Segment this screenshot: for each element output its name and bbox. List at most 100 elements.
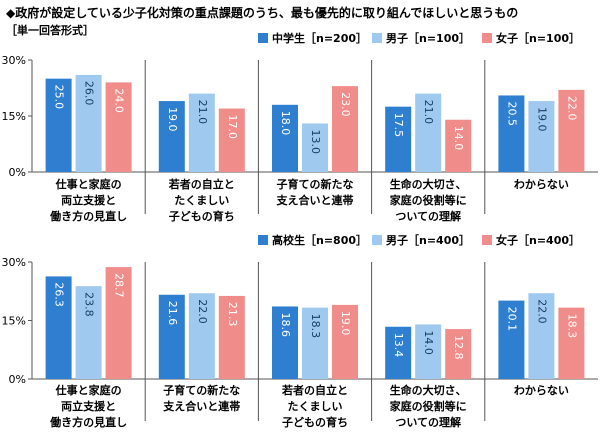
category-label: 生命の大切さ、家庭の役割等についての理解 bbox=[390, 383, 467, 429]
bar-value-label: 13.4 bbox=[392, 333, 405, 358]
category-label-line: 子育ての新たな bbox=[163, 383, 240, 397]
bar bbox=[385, 326, 412, 379]
bar bbox=[188, 293, 215, 379]
bar bbox=[558, 89, 585, 172]
category-label-line: ついての理解 bbox=[395, 415, 461, 429]
category-label-line: 支え合いと連帯 bbox=[276, 193, 354, 207]
bar bbox=[218, 108, 245, 172]
category-label-line: 家庭の役割等に bbox=[390, 399, 467, 413]
bar-value-label: 18.6 bbox=[279, 312, 292, 337]
bar-value-label: 20.5 bbox=[505, 101, 518, 126]
category-label-line: 若者の自立と bbox=[282, 383, 348, 397]
legend-swatch bbox=[258, 33, 268, 43]
bar-value-label: 18.3 bbox=[309, 314, 322, 339]
category-label-line: 働き方の見直し bbox=[49, 209, 127, 223]
bar bbox=[105, 82, 132, 172]
bar bbox=[45, 276, 72, 379]
bar-value-label: 13.0 bbox=[309, 129, 322, 154]
y-tick-label: 0% bbox=[9, 373, 26, 386]
bar bbox=[332, 304, 358, 379]
category-label: 仕事と家庭の両立支援と働き方の見直し bbox=[49, 177, 127, 223]
bar-value-label: 25.0 bbox=[53, 85, 66, 110]
bar-value-label: 22.0 bbox=[535, 299, 548, 324]
bar bbox=[528, 101, 555, 172]
bar-value-label: 17.0 bbox=[226, 115, 239, 139]
bar-value-label: 22.0 bbox=[196, 299, 209, 324]
bar-value-label: 23.8 bbox=[83, 292, 96, 317]
bar-value-label: 26.3 bbox=[53, 282, 66, 307]
legend-label: 男子［n=100］ bbox=[386, 31, 470, 45]
bar bbox=[105, 267, 132, 379]
bar bbox=[558, 307, 585, 379]
bar-value-label: 21.6 bbox=[166, 301, 179, 326]
bar-value-label: 19.0 bbox=[535, 107, 548, 132]
legend-label: 中学生［n=200］ bbox=[272, 31, 367, 45]
bar-value-label: 14.0 bbox=[452, 126, 465, 151]
bar bbox=[158, 101, 185, 172]
bar-value-label: 12.8 bbox=[452, 335, 465, 360]
category-label-line: 両立支援と bbox=[61, 399, 116, 413]
legend-swatch bbox=[372, 33, 382, 43]
legend-label: 女子［n=100］ bbox=[496, 31, 580, 45]
category-label-line: 働き方の見直し bbox=[49, 415, 127, 429]
bar bbox=[498, 300, 525, 379]
bar-value-label: 19.0 bbox=[166, 107, 179, 132]
category-label-line: 生命の大切さ、 bbox=[390, 383, 467, 397]
page-subtitle: ［単一回答形式］ bbox=[6, 24, 94, 37]
category-label-line: 家庭の役割等に bbox=[390, 193, 467, 207]
bar bbox=[332, 86, 358, 172]
y-tick-label: 30% bbox=[2, 256, 26, 269]
y-tick-label: 15% bbox=[2, 110, 26, 123]
category-label-line: 支え合いと連帯 bbox=[162, 399, 240, 413]
bar-value-label: 22.0 bbox=[565, 96, 578, 121]
page-title: ◆政府が設定している少子化対策の重点課題のうち、最も優先的に取り組んでほしいと思… bbox=[6, 6, 519, 20]
bar bbox=[445, 329, 472, 379]
bar-value-label: 21.3 bbox=[226, 302, 239, 327]
bar-value-label: 18.0 bbox=[279, 111, 292, 136]
bar-value-label: 26.0 bbox=[83, 81, 96, 106]
category-label-line: わからない bbox=[514, 384, 569, 397]
category-label: わからない bbox=[514, 384, 569, 397]
bar-value-label: 20.1 bbox=[505, 307, 518, 332]
bar bbox=[445, 119, 472, 172]
bar bbox=[45, 78, 72, 172]
category-label-line: たくましい bbox=[288, 400, 343, 413]
legend-label: 男子［n=400］ bbox=[386, 233, 470, 247]
category-label: わからない bbox=[514, 178, 569, 191]
category-label-line: ついての理解 bbox=[395, 209, 461, 223]
bar bbox=[302, 123, 328, 172]
bar bbox=[385, 106, 412, 172]
y-tick-label: 0% bbox=[9, 166, 26, 179]
bar bbox=[218, 295, 245, 379]
bar-value-label: 14.0 bbox=[422, 330, 435, 355]
category-label-line: 子どもの育ち bbox=[169, 209, 235, 223]
bar bbox=[75, 286, 102, 379]
category-label-line: 子どもの育ち bbox=[282, 415, 348, 429]
bar-value-label: 21.0 bbox=[196, 100, 209, 125]
category-label-line: 両立支援と bbox=[61, 193, 116, 207]
bar-value-label: 19.0 bbox=[339, 311, 352, 336]
category-label-line: 生命の大切さ、 bbox=[390, 177, 467, 191]
bar bbox=[188, 93, 215, 172]
category-label: 若者の自立とたくましい子どもの育ち bbox=[282, 383, 348, 429]
bar-value-label: 28.7 bbox=[113, 273, 126, 298]
bar bbox=[158, 294, 185, 379]
legend-swatch bbox=[482, 235, 492, 245]
bar-value-label: 21.0 bbox=[422, 100, 435, 125]
bar bbox=[415, 324, 442, 379]
category-label: 子育ての新たな支え合いと連帯 bbox=[276, 177, 354, 207]
legend-label: 高校生［n=800］ bbox=[272, 233, 367, 247]
legend-swatch bbox=[372, 235, 382, 245]
bar bbox=[272, 306, 298, 379]
category-label: 仕事と家庭の両立支援と働き方の見直し bbox=[49, 383, 127, 429]
category-label: 子育ての新たな支え合いと連帯 bbox=[162, 383, 240, 413]
bar bbox=[415, 93, 442, 172]
category-label-line: たくましい bbox=[174, 194, 229, 207]
bar bbox=[498, 95, 525, 172]
category-label-line: 子育ての新たな bbox=[277, 177, 354, 191]
bar-value-label: 24.0 bbox=[113, 88, 126, 113]
bar-value-label: 17.5 bbox=[392, 113, 405, 137]
bar bbox=[302, 307, 328, 379]
category-label: 生命の大切さ、家庭の役割等についての理解 bbox=[390, 177, 467, 223]
